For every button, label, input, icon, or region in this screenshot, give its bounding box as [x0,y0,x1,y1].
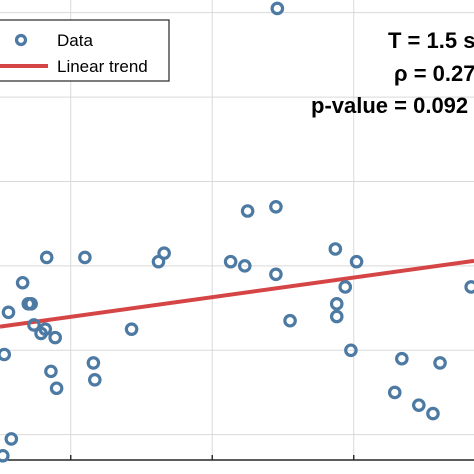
data-point [270,1,285,16]
data-point [412,398,426,412]
annotation-rho: ρ = 0.27 [394,61,474,86]
data-point [0,347,12,362]
data-point [38,322,53,336]
data-point [27,318,41,332]
data-point [395,351,409,366]
data-point [329,297,344,311]
data-point [44,364,58,379]
data-point [1,305,16,320]
data-point [49,381,64,396]
data-point [240,204,255,218]
data-point [237,259,252,273]
annotation-pvalue: p-value = 0.092 [311,93,468,118]
data-points [0,1,474,463]
legend: Data Linear trend [0,19,170,82]
data-point [88,373,102,387]
data-point [426,406,440,421]
data-point [283,313,297,328]
trend-line [0,258,474,329]
data-point [157,246,171,261]
data-point [223,254,238,269]
data-point [338,280,353,294]
data-point [269,199,283,214]
data-point [124,322,139,336]
data-point [328,242,343,256]
data-point [0,448,10,463]
trend-layer [0,258,474,329]
data-point [329,309,344,324]
data-point [15,275,30,290]
data-point [464,280,474,294]
data-point [4,432,19,446]
grid [0,0,474,460]
data-point [48,330,62,345]
axes [0,455,474,461]
legend-data-marker [14,33,28,47]
data-point [78,250,92,265]
data-point [349,254,364,269]
data-point [433,356,447,370]
data-point [387,385,402,400]
data-point [86,356,101,370]
legend-box [0,19,170,82]
data-point [24,297,38,311]
data-point [344,343,358,358]
legend-trend-label: Linear trend [57,57,148,76]
legend-data-label: Data [57,31,93,50]
data-point [269,267,283,282]
data-point [39,250,54,265]
annotation-period: T = 1.5 s [388,28,474,53]
